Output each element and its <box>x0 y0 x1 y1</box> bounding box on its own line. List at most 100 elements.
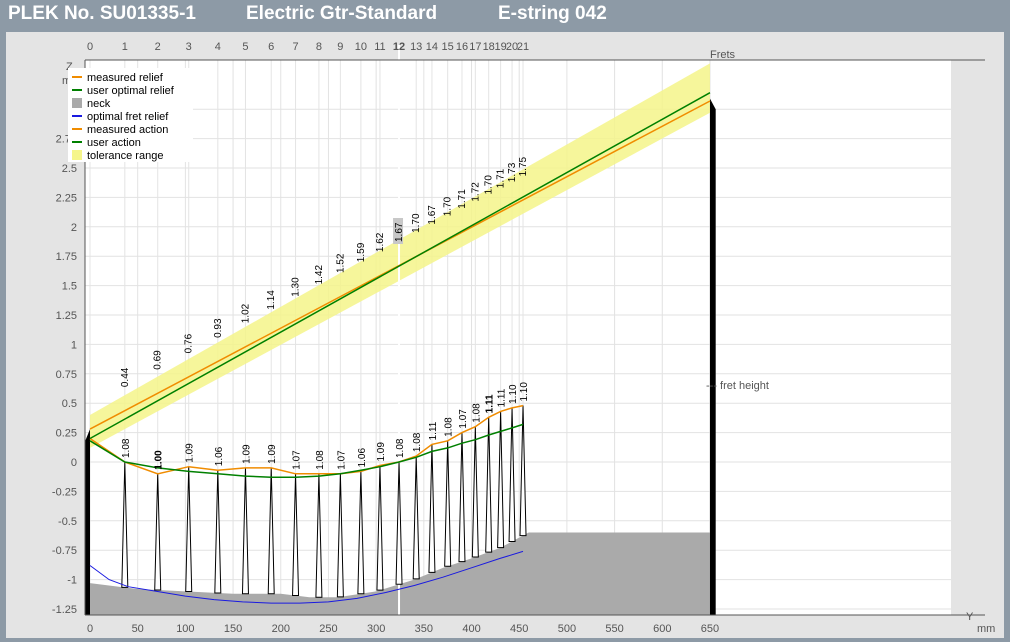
x-tick-label: 150 <box>224 623 242 635</box>
y-tick-label: -0.75 <box>52 545 77 557</box>
user-optimal-relief-line <box>89 423 524 479</box>
fret-post <box>336 473 344 598</box>
y-tick-label: 2.5 <box>62 163 77 175</box>
x-tick-label: 600 <box>653 623 671 635</box>
y-axis-unit: mm <box>977 623 995 635</box>
y-tick-label: 0 <box>71 457 77 469</box>
y-tick-label: -1.25 <box>52 604 77 616</box>
fret-post <box>471 426 479 558</box>
fret-post <box>292 473 300 597</box>
action-label: 0.76 <box>184 333 195 353</box>
fret-height-label: 1.09 <box>267 444 278 464</box>
action-label: 1.02 <box>240 303 251 323</box>
x-tick-label: 350 <box>415 623 433 635</box>
instrument-type: Electric Gtr-Standard <box>246 3 438 24</box>
action-label: 1.67 <box>394 222 405 242</box>
fret-height-label: 1.09 <box>185 443 196 463</box>
fret-tick-label: 13 <box>410 41 422 53</box>
neck-shape <box>90 532 710 615</box>
fret-tick-label: 2 <box>155 41 161 53</box>
y-tick-label: 1.25 <box>56 310 77 322</box>
y-axis-label: Y <box>966 611 974 623</box>
legend-label: tolerance range <box>87 150 163 162</box>
fret-height-label: 1.08 <box>315 450 326 470</box>
fret-tick-label: 21 <box>517 41 529 53</box>
fret-height-label: 1.08 <box>444 417 455 437</box>
fret-post <box>428 444 436 573</box>
legend-label: measured action <box>87 124 168 136</box>
fret-tick-label: 7 <box>292 41 298 53</box>
y-tick-label: -1 <box>67 575 77 587</box>
fret-height-label: 1.11 <box>485 394 496 413</box>
fret-tick-label: 8 <box>316 41 322 53</box>
fret-height-label: 1.08 <box>121 438 132 458</box>
fret-post <box>444 440 452 567</box>
fret-tick-label: 3 <box>186 41 192 53</box>
user-action-line <box>89 92 711 440</box>
fret-height-label: 1.10 <box>519 382 530 402</box>
fret-post <box>458 432 466 563</box>
legend-label: measured relief <box>87 72 164 84</box>
action-label: 1.52 <box>335 253 346 273</box>
fret-post <box>315 473 323 598</box>
fret-post <box>357 471 365 595</box>
x-tick-label: 500 <box>558 623 576 635</box>
action-label: 1.70 <box>484 175 495 195</box>
action-label: 1.71 <box>496 168 507 188</box>
fret-height-label: 1.09 <box>241 444 252 464</box>
value-labels: 1.08 0.44 1.00 0.69 1.09 0.76 1.06 0.93 1.09 1.02… <box>120 156 530 469</box>
fret-height-label: 1.11 <box>497 388 508 407</box>
action-highlight-box <box>393 218 404 245</box>
curves <box>89 92 711 604</box>
fret-tick-label: 12 <box>393 41 405 53</box>
legend-swatch <box>72 98 82 108</box>
x-tick-label: 50 <box>132 623 144 635</box>
nut-bar <box>85 429 90 615</box>
fret-post <box>241 467 249 595</box>
x-tick-label: 550 <box>605 623 623 635</box>
fret-post <box>376 465 384 591</box>
fret-tick-label: 6 <box>268 41 274 53</box>
fret-height-label: 1.07 <box>292 450 303 470</box>
fret-height-label: 1.08 <box>471 403 482 423</box>
fret-height-label: 1.09 <box>376 442 387 462</box>
action-label: 1.70 <box>411 213 422 233</box>
fret-tick-label: 15 <box>442 41 454 53</box>
y-tick-label: 1 <box>71 339 77 351</box>
fret-post <box>412 456 420 580</box>
fret-tick-label: 11 <box>374 41 385 53</box>
legend-label: optimal fret relief <box>87 111 169 123</box>
legend-box <box>68 68 193 162</box>
action-label: 1.42 <box>314 265 325 285</box>
x-tick-label: 300 <box>367 623 385 635</box>
saddle-bar <box>709 98 716 616</box>
optimal-fret-relief-line <box>89 550 524 604</box>
action-label: 0.69 <box>153 350 164 370</box>
action-label: 1.73 <box>507 162 518 182</box>
y-tick-label: -0.5 <box>58 516 77 528</box>
legend-swatch <box>72 150 82 160</box>
fret-height-label: 1.11 <box>428 421 439 440</box>
fret-height-label: 1.07 <box>336 450 347 470</box>
fret-tick-label: 9 <box>337 41 343 53</box>
fret-tick-label: 17 <box>469 41 481 53</box>
fret-tick-label: 16 <box>456 41 468 53</box>
fret-post <box>185 466 193 593</box>
action-label: 1.30 <box>291 277 302 297</box>
action-label: 1.59 <box>356 242 367 262</box>
fret-post <box>267 467 275 595</box>
y-tick-label: 0.5 <box>62 398 77 410</box>
fret-height-label: 1.00 <box>154 450 165 470</box>
action-label: 1.62 <box>375 232 386 252</box>
fret-post <box>519 405 527 537</box>
fret-height-label: 1.06 <box>357 448 368 468</box>
action-label: 1.70 <box>443 196 454 216</box>
fret-post <box>395 461 403 585</box>
x-tick-label: 250 <box>319 623 337 635</box>
title-bar: PLEK No. SU01335-1 Electric Gtr-Standard… <box>0 0 1010 30</box>
fret-post <box>121 461 129 588</box>
fret-lines <box>85 98 716 616</box>
fret-tick-label: 20 <box>506 41 518 53</box>
